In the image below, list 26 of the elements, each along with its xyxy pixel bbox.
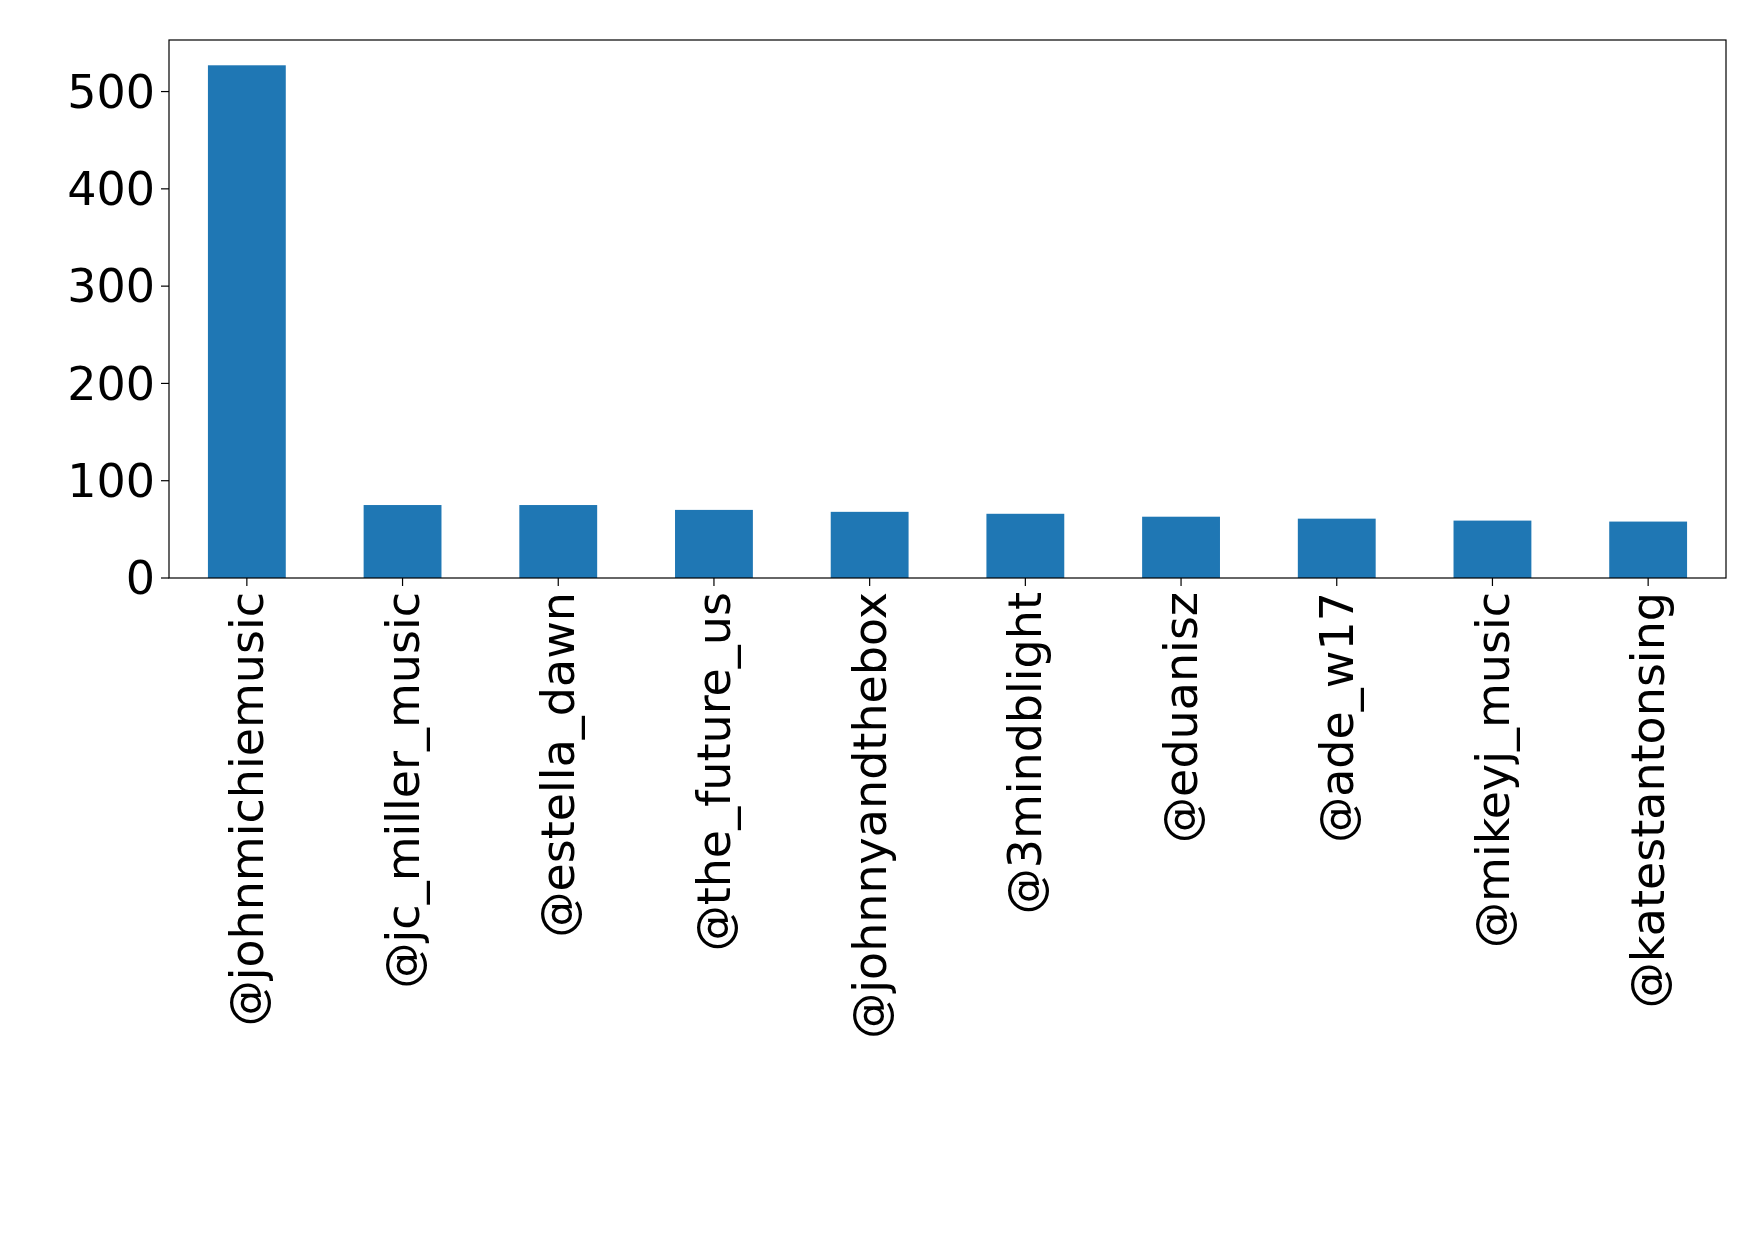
bar	[363, 505, 442, 578]
y-tick-label: 400	[67, 161, 155, 216]
y-tick-label: 200	[67, 356, 155, 411]
x-tick-label: @the_future_us	[687, 592, 742, 952]
x-tick-label: @jc_miller_music	[375, 592, 430, 989]
bar	[519, 505, 598, 578]
x-tick-label: @mikeyj_music	[1465, 592, 1520, 948]
bar	[1609, 521, 1688, 578]
x-tick-label: @3mindblight	[998, 592, 1053, 915]
bar	[830, 511, 909, 578]
bar	[207, 65, 286, 578]
x-tick-label: @johnnyandthebox	[842, 592, 897, 1039]
bar	[1297, 518, 1376, 578]
x-tick-label: @estella_dawn	[531, 592, 586, 938]
x-tick-label: @katestantonsing	[1621, 592, 1676, 1009]
y-tick-label: 500	[67, 64, 155, 119]
bar	[675, 509, 753, 578]
y-tick-label: 100	[67, 453, 155, 508]
x-tick-label: @ade_w17	[1309, 592, 1364, 843]
y-tick-label: 0	[125, 551, 155, 606]
bar	[1453, 520, 1532, 578]
x-tick-label: @johnmichiemusic	[219, 592, 274, 1027]
bar	[986, 513, 1065, 578]
bar	[1142, 516, 1220, 578]
x-tick-label: @eduanisz	[1154, 592, 1209, 843]
y-tick-label: 300	[67, 259, 155, 314]
